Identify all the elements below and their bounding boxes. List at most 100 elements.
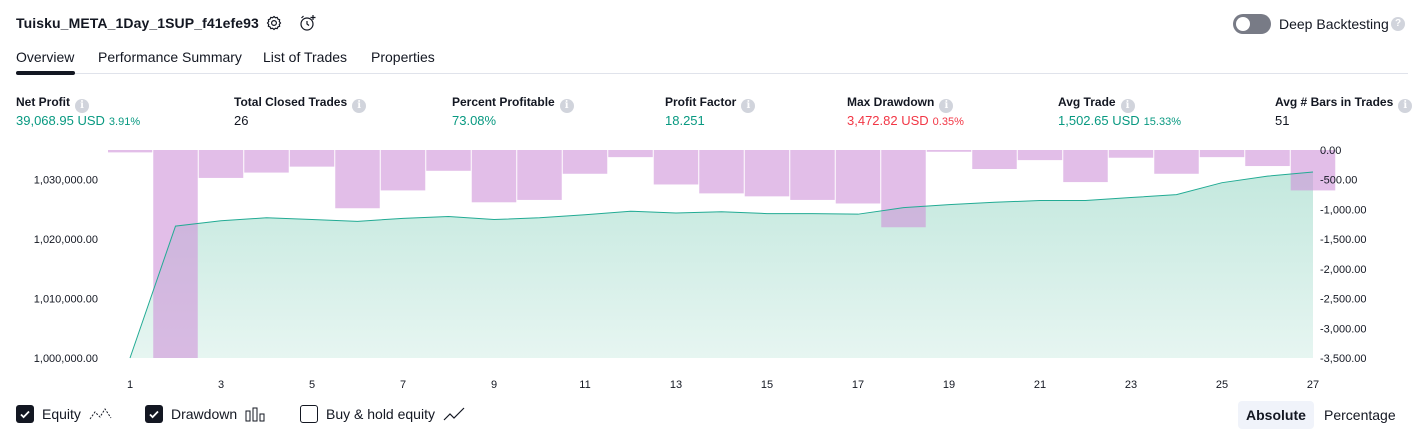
drawdown-bar — [426, 150, 471, 171]
net-profit-percent: 3.91% — [108, 116, 141, 128]
add-alert-icon[interactable] — [298, 13, 318, 33]
y-left-tick-label: 1,010,000.00 — [34, 294, 98, 306]
total-closed-trades-value: 26 — [234, 113, 249, 128]
drawdown-bar — [244, 150, 289, 173]
tab-list-of-trades[interactable]: List of Trades — [263, 49, 348, 65]
avg-trade-percent: 15.33% — [1143, 116, 1181, 128]
y-right-tick-label: -1,000.00 — [1320, 204, 1366, 216]
drawdown-bar — [926, 150, 972, 152]
profit-factor-label: Profit Factor i — [665, 95, 756, 113]
x-tick-label: 15 — [761, 379, 773, 391]
y-right-tick-label: -2,500.00 — [1320, 294, 1366, 306]
drawdown-bar — [380, 150, 426, 191]
x-tick-label: 21 — [1034, 379, 1046, 391]
tab-divider — [16, 73, 1408, 74]
deep-backtesting-toggle[interactable] — [1233, 14, 1271, 34]
drawdown-bar — [289, 150, 335, 167]
net-profit-value: 39,068.95 USD 3.91% — [16, 113, 141, 128]
drawdown-bar — [699, 150, 744, 194]
info-icon[interactable]: i — [352, 99, 367, 113]
max-drawdown-label: Max Drawdown i — [847, 95, 954, 113]
x-tick-label: 5 — [309, 379, 315, 391]
info-icon[interactable]: i — [75, 99, 89, 113]
absolute-button[interactable]: Absolute — [1238, 401, 1314, 429]
buy-hold-line-icon — [443, 407, 465, 421]
info-icon[interactable]: i — [939, 99, 954, 113]
equity-drawdown-chart: 1,000,000.00 1,010,000.00 1,020,000.00 1,03… — [34, 145, 1367, 391]
drawdown-bar — [1108, 150, 1154, 158]
x-tick-label: 1 — [127, 379, 133, 391]
active-tab-indicator — [16, 71, 75, 75]
x-tick-label: 25 — [1216, 379, 1228, 391]
drawdown-bar — [744, 150, 790, 197]
drawdown-bar — [108, 150, 153, 153]
avg-trade-value: 1,502.65 USD 15.33% — [1058, 113, 1181, 128]
x-tick-label: 11 — [579, 379, 590, 391]
help-icon[interactable]: ? — [1391, 17, 1405, 31]
drawdown-bar — [1290, 150, 1336, 191]
legend-drawdown[interactable]: Drawdown — [145, 403, 267, 425]
avg-trade-label: Avg Trade i — [1058, 95, 1135, 113]
total-closed-trades-label: Total Closed Trades i — [234, 95, 367, 113]
percentage-button[interactable]: Percentage — [1324, 407, 1396, 423]
y-left-tick-label: 1,000,000.00 — [34, 353, 98, 365]
percent-profitable-label: Percent Profitable i — [452, 95, 574, 113]
settings-icon[interactable] — [264, 13, 284, 33]
x-tick-label: 17 — [852, 379, 864, 391]
y-right-tick-label: -3,500.00 — [1320, 353, 1366, 365]
avg-bars-label: Avg # Bars in Trades i — [1275, 95, 1413, 113]
drawdown-bar — [972, 150, 1017, 170]
drawdown-bar — [1063, 150, 1108, 183]
y-right-tick-label: -500.00 — [1320, 175, 1357, 187]
drawdown-bar — [198, 150, 244, 178]
x-tick-label: 9 — [491, 379, 497, 391]
drawdown-bar — [471, 150, 517, 203]
equity-area — [130, 171, 1313, 358]
legend-equity[interactable]: Equity — [16, 403, 113, 425]
drawdown-label: Drawdown — [171, 406, 238, 422]
drawdown-bar — [790, 150, 835, 200]
y-right-tick-label: -3,000.00 — [1320, 323, 1366, 335]
drawdown-bar — [881, 150, 926, 228]
drawdown-bars-icon — [245, 407, 265, 422]
deep-backtesting-label: Deep Backtesting — [1279, 16, 1389, 32]
equity-line-icon — [89, 408, 112, 420]
drawdown-bar — [517, 150, 562, 200]
drawdown-bar — [608, 150, 653, 158]
drawdown-bar — [1245, 150, 1290, 167]
buy-hold-checkbox[interactable] — [300, 405, 318, 423]
percent-profitable-value: 73.08% — [452, 113, 497, 128]
equity-checkbox[interactable] — [16, 405, 34, 423]
drawdown-bar — [1017, 150, 1063, 161]
drawdown-bar — [653, 150, 699, 185]
y-right-tick-label: 0.00 — [1320, 145, 1341, 157]
tab-performance-summary[interactable]: Performance Summary — [98, 49, 242, 65]
x-tick-label: 27 — [1307, 379, 1319, 391]
info-icon[interactable]: i — [1398, 99, 1413, 113]
x-tick-label: 23 — [1125, 379, 1137, 391]
tab-overview[interactable]: Overview — [16, 49, 75, 65]
y-right-tick-label: -1,500.00 — [1320, 234, 1366, 246]
max-drawdown-value: 3,472.82 USD 0.35% — [847, 113, 964, 128]
x-tick-label: 3 — [218, 379, 224, 391]
equity-label: Equity — [42, 406, 81, 422]
legend-buy-hold[interactable]: Buy & hold equity — [300, 403, 467, 425]
drawdown-bar — [153, 150, 198, 358]
drawdown-bar — [1199, 150, 1245, 158]
net-profit-label: Net Profit i — [16, 95, 89, 113]
x-tick-label: 13 — [670, 379, 682, 391]
profit-factor-value: 18.251 — [665, 113, 705, 128]
drawdown-bar — [335, 150, 380, 209]
max-drawdown-percent: 0.35% — [932, 116, 964, 128]
info-icon[interactable]: i — [741, 99, 756, 113]
info-icon[interactable]: i — [559, 99, 574, 113]
drawdown-bar — [562, 150, 608, 174]
drawdown-bar — [835, 150, 881, 204]
drawdown-bar — [1154, 150, 1199, 174]
y-right-tick-label: -2,000.00 — [1320, 264, 1366, 276]
drawdown-checkbox[interactable] — [145, 405, 163, 423]
info-icon[interactable]: i — [1120, 99, 1135, 113]
x-tick-label: 19 — [943, 379, 955, 391]
tab-properties[interactable]: Properties — [371, 49, 435, 65]
toggle-knob — [1236, 17, 1250, 31]
